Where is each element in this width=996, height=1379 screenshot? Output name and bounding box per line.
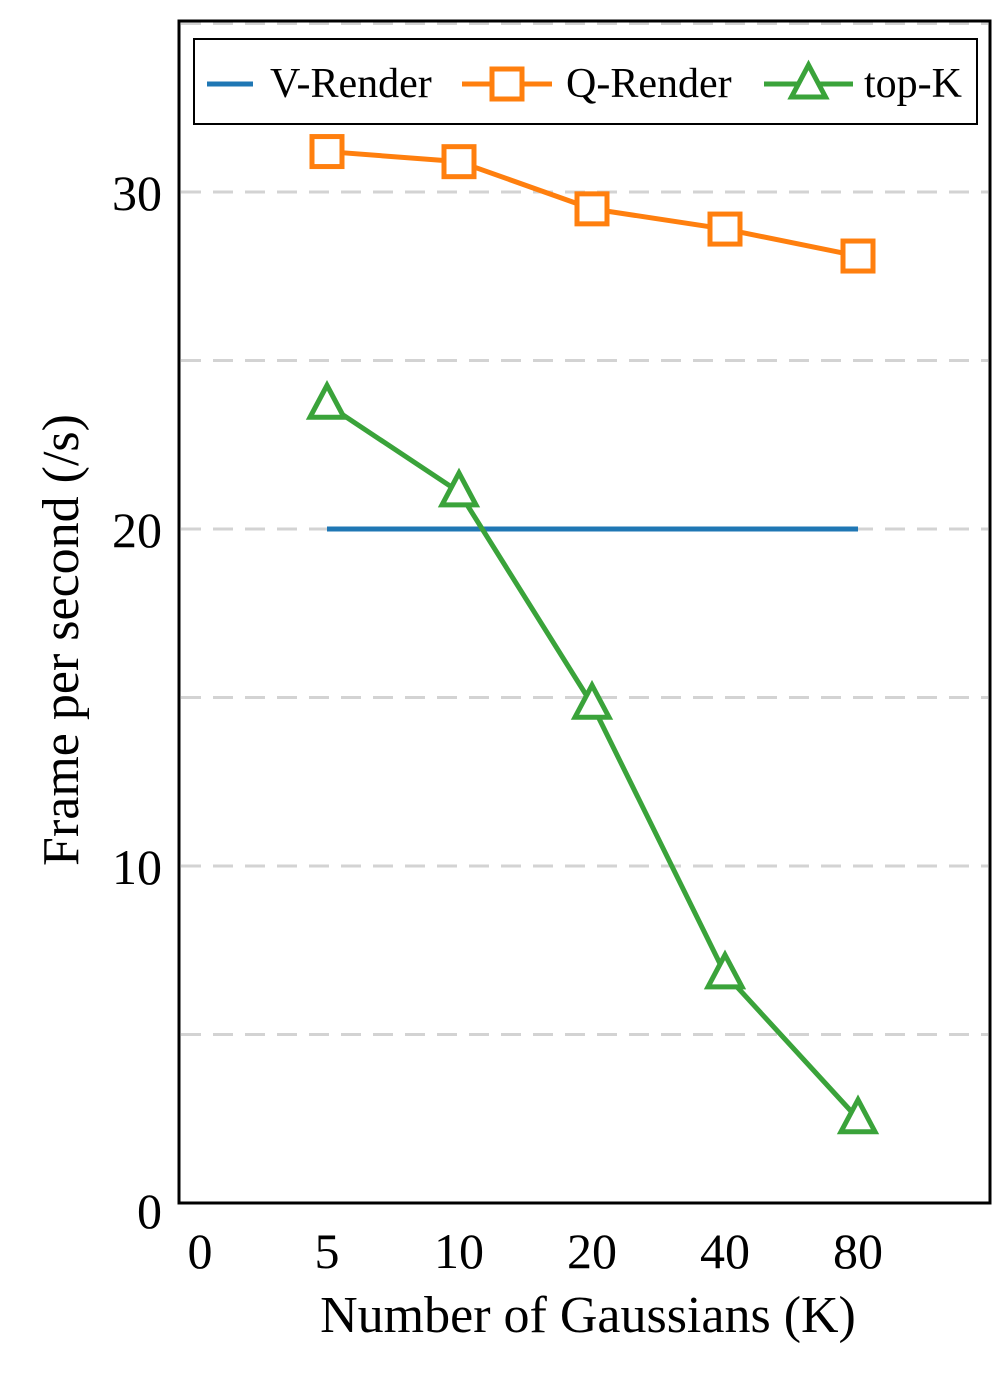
y-tick-labels: 0 10 20 30: [112, 165, 162, 1239]
data-point: [437, 467, 481, 508]
data-point: [707, 211, 743, 247]
y-axis-label: Frame per second (/s): [33, 414, 90, 866]
y-tick-label: 10: [112, 839, 162, 895]
y-tick-label: 20: [112, 502, 162, 558]
data-point: [574, 191, 610, 227]
x-tick-labels: 0 5 10 20 40 80: [188, 1223, 884, 1279]
legend-marker: [489, 66, 525, 102]
legend-label: Q-Render: [566, 61, 732, 107]
series-layer: [305, 134, 880, 1135]
legend-item: top-K: [764, 59, 962, 107]
data-point: [840, 238, 876, 274]
legend-item: Q-Render: [462, 61, 732, 107]
x-tick-label: 20: [567, 1223, 617, 1279]
legend-item: V-Render: [207, 61, 432, 107]
x-axis-label: Number of Gaussians (K): [320, 1287, 856, 1344]
x-tick-label: 5: [315, 1223, 340, 1279]
legend-label: top-K: [864, 61, 962, 107]
y-tick-label: 30: [112, 165, 162, 221]
data-point: [570, 679, 614, 720]
data-point: [836, 1094, 880, 1135]
plot-frame: [177, 19, 992, 1205]
series-top-k: [305, 379, 880, 1135]
data-point: [703, 949, 747, 990]
legend: V-Render Q-Render top-K: [193, 38, 978, 125]
data-point: [305, 379, 349, 420]
series-q-render: [309, 134, 876, 274]
y-tick-label: 0: [137, 1183, 162, 1239]
series-line: [325, 402, 860, 1121]
x-tick-label: 80: [833, 1223, 883, 1279]
x-tick-label: 10: [434, 1223, 484, 1279]
legend-marker: [787, 59, 830, 100]
x-tick-label: 40: [700, 1223, 750, 1279]
legend-label: V-Render: [270, 61, 432, 107]
x-tick-label: 0: [188, 1223, 213, 1279]
data-point: [309, 134, 345, 170]
data-point: [441, 144, 477, 180]
